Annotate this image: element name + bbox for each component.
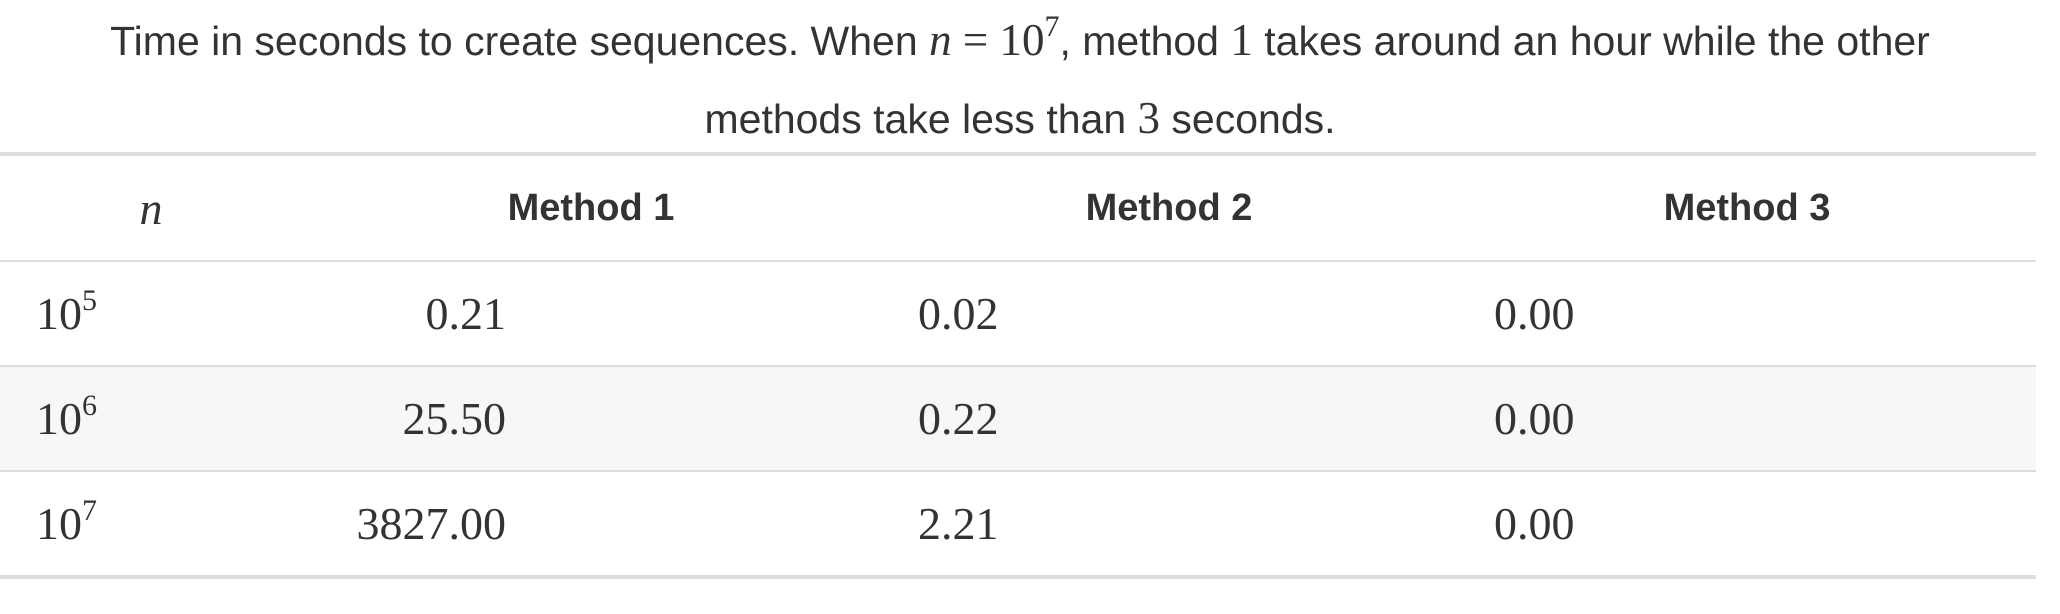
table-row: 105 0.21 0.02 0.00: [0, 261, 2036, 366]
table-row: 106 25.50 0.22 0.00: [0, 366, 2036, 471]
caption-math-equals: = 10: [951, 15, 1045, 65]
table-row: 107 3827.00 2.21 0.00: [0, 471, 2036, 577]
results-table-wrapper: n Method 1 Method 2 Method 3 105 0.21 0.…: [0, 152, 2036, 579]
n-cell: 107: [0, 471, 302, 577]
column-header-method-2: Method 2: [1085, 186, 1253, 229]
caption-math-one: 1: [1230, 15, 1253, 65]
caption-text: Time in seconds to create sequences. Whe…: [110, 18, 930, 64]
method-2-cell: 2.21: [918, 498, 999, 549]
column-header-n: n: [139, 182, 163, 234]
caption-text: , method: [1059, 18, 1231, 64]
n-base: 10: [36, 393, 82, 444]
column-header-method-3: Method 3: [1663, 186, 1831, 229]
table-caption: Time in seconds to create sequences. Whe…: [0, 4, 2040, 155]
method-3-cell: 0.00: [1494, 288, 1575, 339]
method-3-cell: 0.00: [1494, 498, 1575, 549]
n-base: 10: [36, 288, 82, 339]
n-exponent: 7: [82, 494, 97, 527]
caption-math-three: 3: [1137, 93, 1161, 143]
method-2-cell: 0.02: [918, 288, 999, 339]
caption-text: takes around an hour while the other: [1252, 18, 1930, 64]
n-base: 10: [36, 498, 82, 549]
n-exponent: 6: [82, 389, 97, 422]
method-1-cell: 3827.00: [356, 498, 507, 549]
column-header-method-1: Method 1: [507, 186, 675, 229]
results-table: n Method 1 Method 2 Method 3 105 0.21 0.…: [0, 152, 2036, 579]
n-exponent: 5: [82, 284, 97, 317]
caption-text: seconds.: [1160, 96, 1336, 142]
n-cell: 105: [0, 261, 302, 366]
method-1-cell: 0.21: [425, 288, 507, 339]
caption-text: methods take less than: [704, 96, 1138, 142]
table-header-row: n Method 1 Method 2 Method 3: [0, 154, 2036, 261]
caption-math-exponent: 7: [1044, 10, 1060, 43]
method-2-cell: 0.22: [918, 393, 999, 444]
method-3-cell: 0.00: [1494, 393, 1575, 444]
method-1-cell: 25.50: [402, 393, 507, 444]
caption-math-n: n: [929, 15, 952, 65]
n-cell: 106: [0, 366, 302, 471]
